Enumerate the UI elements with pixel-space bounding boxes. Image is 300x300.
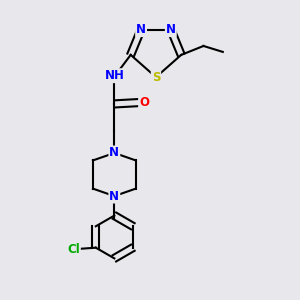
Text: O: O — [139, 96, 149, 109]
Text: N: N — [109, 146, 119, 160]
Text: N: N — [109, 190, 119, 202]
Text: S: S — [152, 71, 160, 84]
Text: N: N — [166, 23, 176, 36]
Text: NH: NH — [104, 69, 124, 82]
Text: N: N — [136, 23, 146, 36]
Text: Cl: Cl — [67, 243, 80, 256]
